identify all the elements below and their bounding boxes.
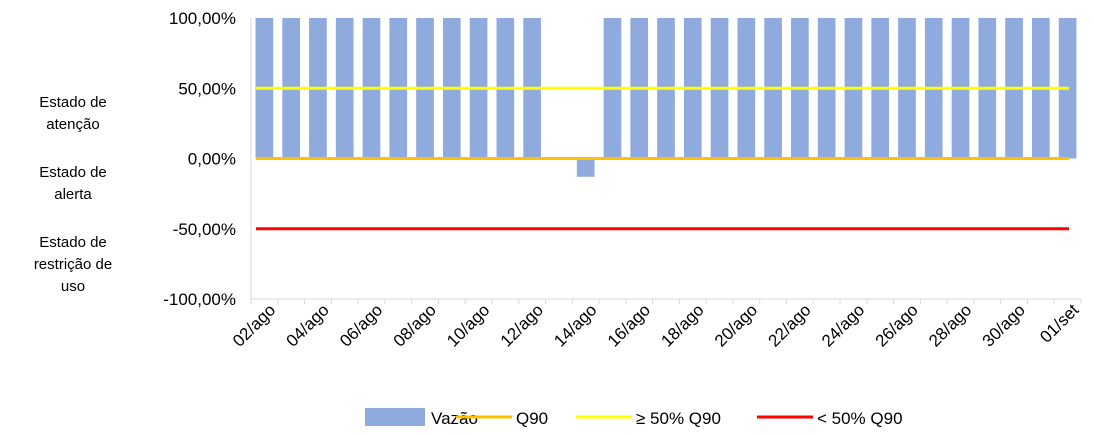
x-tick-label: 02/ago: [229, 300, 279, 350]
y-tick-label: -50,00%: [173, 220, 236, 239]
x-tick-label: 12/ago: [497, 300, 547, 350]
legend-label-vazao: Vazão: [431, 409, 478, 428]
x-tick-label: 16/ago: [604, 300, 654, 350]
x-tick-label: 14/ago: [550, 300, 600, 350]
legend-swatch-vazao: [365, 408, 425, 426]
x-tick-label: 08/ago: [390, 300, 440, 350]
legend-label-1: ≥ 50% Q90: [636, 409, 721, 428]
x-tick-label: 26/ago: [872, 300, 922, 350]
side-label-restriction: Estado de restrição de uso: [33, 234, 113, 295]
x-tick-label: 04/ago: [283, 300, 333, 350]
x-tick-label: 06/ago: [336, 300, 386, 350]
side-label-attention: Estado de atenção: [39, 94, 107, 133]
side-label-alert: Estado de alerta: [39, 164, 107, 203]
x-tick-label: 28/ago: [925, 300, 975, 350]
x-tick-label: 10/ago: [443, 300, 493, 350]
x-tick-label: 30/ago: [979, 300, 1029, 350]
y-tick-label: 50,00%: [178, 79, 236, 98]
y-tick-label: 0,00%: [188, 150, 236, 169]
x-tick-label: 22/ago: [764, 300, 814, 350]
legend-label-2: < 50% Q90: [817, 409, 903, 428]
legend-label-0: Q90: [516, 409, 548, 428]
x-tick-label: 01/set: [1036, 300, 1082, 346]
x-tick-label: 20/ago: [711, 300, 761, 350]
x-tick-label: 18/ago: [657, 300, 707, 350]
bar-14/ago: [576, 158, 595, 177]
x-tick-label: 24/ago: [818, 300, 868, 350]
y-tick-label: 100,00%: [169, 9, 236, 28]
y-tick-label: -100,00%: [163, 290, 236, 309]
